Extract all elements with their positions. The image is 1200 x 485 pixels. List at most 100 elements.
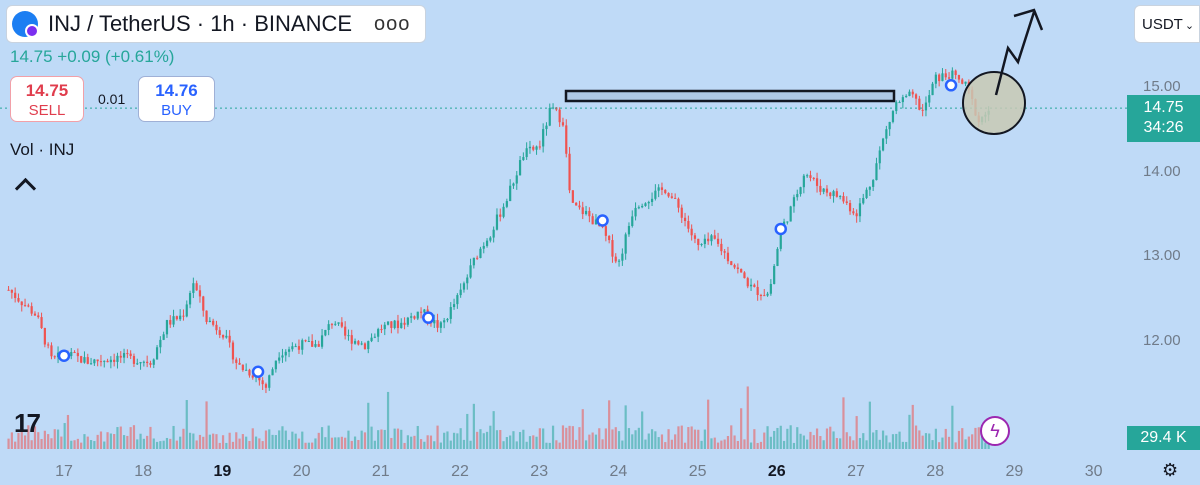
volume-bar — [779, 425, 782, 449]
symbol-header[interactable]: INJ / TetherUS · 1h · BINANCE ooo — [6, 5, 426, 43]
projection-arrow-drawing[interactable] — [994, 11, 1036, 96]
volume-bar — [548, 442, 551, 449]
volume-bar — [192, 433, 195, 449]
candle-body — [172, 316, 175, 325]
volume-bar — [179, 436, 182, 449]
volume-bar — [350, 440, 353, 449]
candle-body — [43, 328, 46, 345]
volume-bar — [218, 442, 221, 449]
volume-bar — [70, 440, 73, 449]
candle-body — [248, 369, 251, 376]
volume-bar — [802, 435, 805, 449]
candle-body — [360, 343, 363, 345]
event-marker[interactable] — [944, 79, 958, 92]
event-marker[interactable] — [57, 349, 71, 362]
event-marker[interactable] — [774, 222, 788, 236]
candle-body — [568, 153, 571, 191]
candle-body — [122, 353, 126, 358]
candle-body — [736, 267, 739, 269]
volume-bar — [571, 426, 574, 449]
candle-body — [852, 211, 855, 214]
candle-body — [720, 243, 723, 252]
volume-bar — [119, 426, 122, 449]
event-marker[interactable] — [422, 311, 435, 324]
volume-bar — [231, 441, 235, 449]
volume-bar — [581, 409, 584, 449]
price-tick-label: 15.00 — [1143, 78, 1181, 95]
highlight-circle-drawing[interactable] — [962, 71, 1026, 135]
volume-bar — [822, 440, 825, 449]
candle-body — [878, 150, 881, 164]
buy-button[interactable]: 14.76 BUY — [138, 76, 215, 122]
candle-body — [73, 351, 76, 353]
candle-body — [839, 196, 842, 198]
resistance-zone-drawing[interactable] — [564, 89, 896, 103]
candle-body — [132, 356, 136, 364]
candle-body — [53, 356, 56, 358]
candle-body — [548, 108, 551, 126]
bolt-icon[interactable]: ϟ — [980, 416, 1010, 446]
candle-body — [865, 189, 868, 198]
candle-body — [294, 346, 297, 348]
candle-body — [928, 95, 931, 103]
candle-body — [604, 226, 607, 236]
event-marker[interactable] — [596, 214, 609, 227]
volume-bar — [901, 441, 904, 449]
candle-body — [802, 175, 805, 188]
currency-selector[interactable]: USDT ⌄ — [1134, 5, 1200, 43]
event-marker[interactable] — [251, 365, 265, 379]
volume-bar — [410, 436, 413, 449]
candle-body — [485, 240, 489, 246]
candle-body — [868, 186, 871, 190]
candle-body — [20, 301, 23, 306]
volume-bar — [878, 439, 881, 449]
candle-body — [106, 360, 109, 363]
volume-bar — [416, 425, 419, 449]
volume-bar — [584, 440, 588, 449]
volume-bar — [126, 435, 129, 449]
candle-body — [512, 183, 515, 186]
volume-bar — [93, 441, 96, 449]
volume-indicator-label[interactable]: Vol · INJ — [10, 140, 75, 159]
volume-bar — [271, 434, 274, 449]
candle-body — [251, 375, 254, 378]
volume-bar — [954, 442, 957, 449]
candle-body — [690, 228, 693, 236]
candle-body — [558, 109, 561, 123]
tradingview-logo-icon[interactable]: 17 — [14, 408, 41, 438]
candle-body — [159, 339, 162, 348]
volume-bar — [825, 428, 829, 449]
candle-body — [644, 203, 647, 206]
volume-bar — [588, 434, 591, 449]
volume-bar — [129, 427, 132, 449]
candle-body — [551, 107, 555, 109]
volume-bar — [278, 430, 281, 449]
volume-bar — [535, 436, 538, 449]
candle-body — [10, 289, 13, 293]
candle-body — [238, 362, 241, 365]
volume-bar — [116, 427, 119, 449]
sell-price: 14.75 — [25, 81, 69, 100]
volume-bar — [545, 442, 548, 449]
last-price: 14.75 — [10, 47, 53, 66]
candle-body — [340, 322, 343, 327]
volume-bar — [657, 437, 660, 449]
volume-bar — [235, 432, 238, 449]
volume-bar — [611, 429, 614, 449]
volume-bar — [400, 429, 403, 449]
more-icon[interactable]: ooo — [374, 12, 411, 35]
settings-icon[interactable]: ⚙ — [1162, 460, 1179, 480]
sell-button[interactable]: 14.75 SELL — [10, 76, 84, 122]
candle-body — [413, 316, 416, 319]
candle-body — [779, 229, 782, 249]
candle-body — [116, 355, 119, 362]
candle-body — [139, 362, 142, 364]
candle-body — [773, 265, 776, 284]
volume-bar — [370, 426, 373, 449]
volume-bar — [974, 427, 977, 449]
candle-body — [466, 277, 469, 284]
candle-body — [327, 324, 330, 330]
volume-bar — [667, 429, 670, 449]
candle-body — [627, 225, 631, 235]
